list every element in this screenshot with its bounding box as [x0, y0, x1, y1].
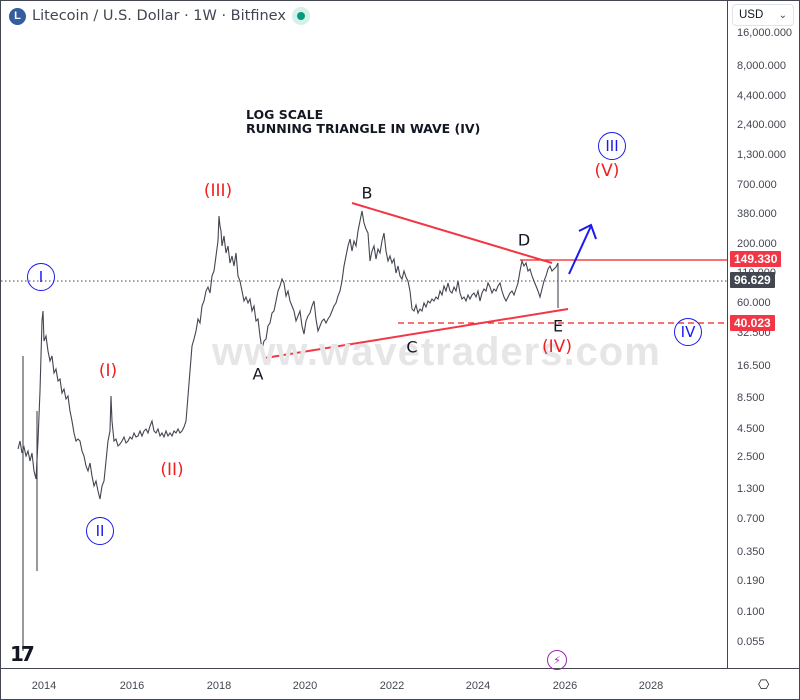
support-price-tag: 40.023	[730, 315, 775, 331]
y-tick: 16,000.000	[737, 27, 793, 39]
x-tick: 2028	[638, 680, 664, 692]
y-axis-border	[727, 0, 728, 669]
price-series	[17, 210, 559, 651]
x-axis-border	[0, 668, 800, 669]
y-tick: 16.500	[737, 360, 771, 372]
resistance-price-tag: 149.330	[730, 251, 782, 267]
wave-label-II: II	[86, 517, 114, 545]
y-tick: 200.000	[737, 238, 777, 250]
y-tick: 8,000.000	[737, 60, 786, 72]
note-line-1: LOG SCALE	[246, 107, 324, 122]
wave-label-B: B	[361, 183, 373, 203]
wave-label-paren-IV: (IV)	[542, 337, 572, 357]
y-tick: 0.350	[737, 546, 765, 558]
wave-label-I: I	[27, 263, 55, 291]
y-tick: 2,400.000	[737, 119, 786, 131]
watermark: www.wavetraders.com	[212, 330, 661, 374]
wave-label-E: E	[552, 316, 564, 336]
y-tick: 8.500	[737, 392, 765, 404]
wave-label-A: A	[252, 364, 264, 384]
chart-note: LOG SCALE RUNNING TRIANGLE IN WAVE (IV)	[246, 108, 480, 136]
chart-header: L Litecoin / U.S. Dollar · 1W · Bitfinex	[9, 6, 310, 26]
tradingview-logo[interactable]: 17	[10, 642, 35, 666]
y-tick: 60.000	[737, 297, 771, 309]
x-tick: 2020	[292, 680, 318, 692]
x-tick: 2022	[379, 680, 405, 692]
projection-arrow	[568, 223, 597, 275]
y-tick: 2.500	[737, 451, 765, 463]
x-tick: 2024	[465, 680, 491, 692]
settings-icon[interactable]: ⎔	[758, 678, 770, 693]
y-tick: 0.100	[737, 606, 765, 618]
wave-label-paren-III: (III)	[203, 181, 233, 201]
symbol-title[interactable]: Litecoin / U.S. Dollar · 1W · Bitfinex	[32, 8, 286, 24]
y-tick: 0.700	[737, 513, 765, 525]
price-chart-svg	[1, 202, 727, 651]
wave-label-C: C	[406, 337, 418, 357]
wave-label-IV: IV	[674, 318, 702, 346]
x-tick: 2018	[206, 680, 232, 692]
y-tick: 1,300.000	[737, 149, 786, 161]
y-tick: 0.055	[737, 636, 765, 648]
triangle-lower-trendline	[264, 308, 569, 359]
wave-label-D: D	[517, 230, 531, 250]
currency-select[interactable]: USD ⌄	[732, 4, 794, 26]
currency-value: USD	[739, 9, 764, 21]
market-status-icon[interactable]	[291, 7, 310, 25]
y-tick: 0.190	[737, 575, 765, 587]
wave-label-paren-I: (I)	[98, 361, 118, 381]
chart-plot-area[interactable]	[1, 1, 727, 667]
note-line-2: RUNNING TRIANGLE IN WAVE (IV)	[246, 121, 481, 136]
current-price-tag: 96.629	[730, 272, 775, 288]
triangle-upper-trendline	[351, 202, 553, 264]
y-tick: 4.500	[737, 423, 765, 435]
x-tick: 2014	[31, 680, 57, 692]
x-tick: 2016	[119, 680, 145, 692]
chevron-down-icon: ⌄	[778, 9, 787, 21]
y-tick: 380.000	[737, 208, 777, 220]
lightning-bolt-icon[interactable]: ⚡	[547, 650, 567, 670]
y-tick: 700.000	[737, 179, 777, 191]
wave-label-paren-II: (II)	[160, 460, 184, 480]
y-tick: 4,400.000	[737, 90, 786, 102]
wave-label-III: III	[598, 132, 626, 160]
x-tick: 2026	[552, 680, 578, 692]
y-tick: 1.300	[737, 483, 765, 495]
litecoin-icon: L	[9, 7, 26, 25]
wave-label-paren-V: (V)	[594, 161, 620, 181]
